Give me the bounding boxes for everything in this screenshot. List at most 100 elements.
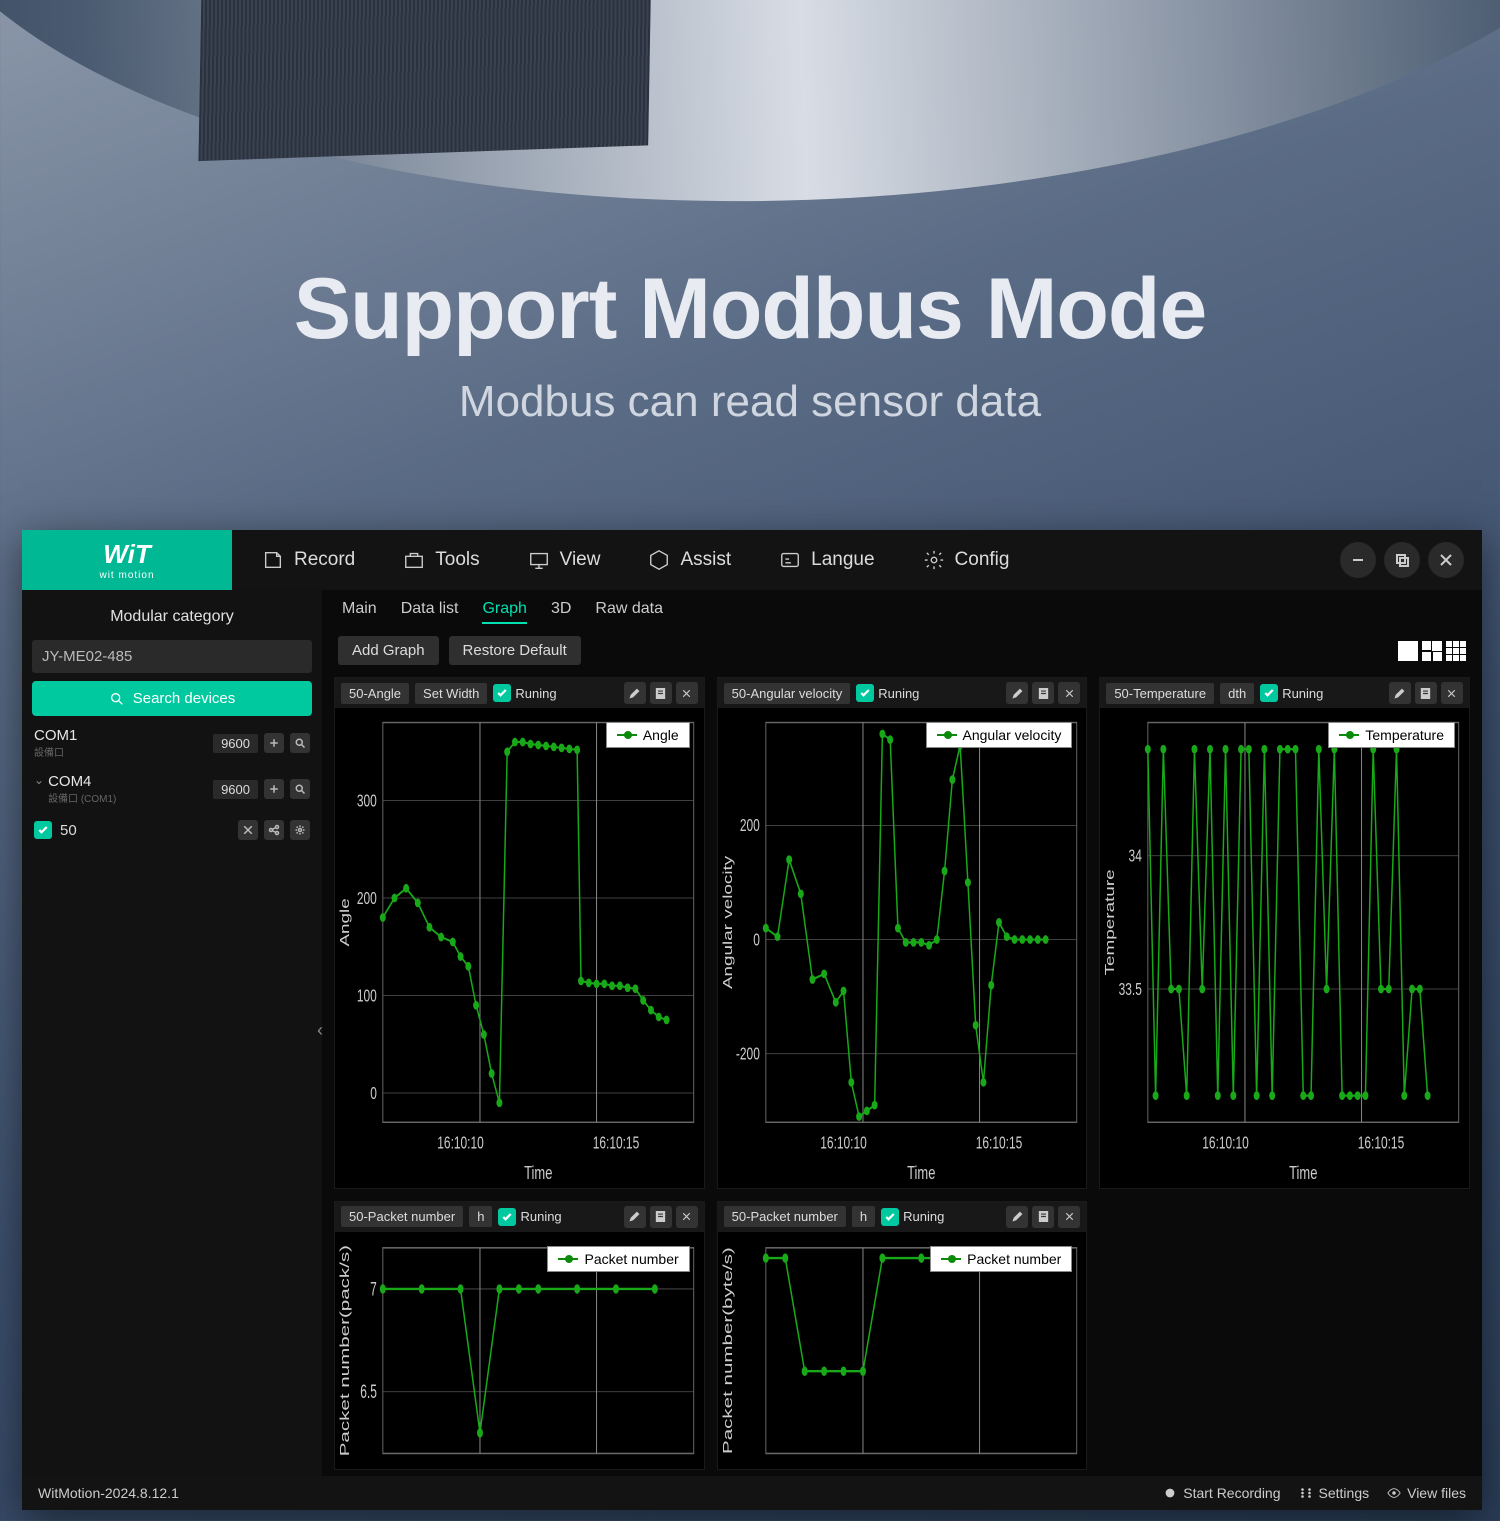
view-single[interactable]: [1398, 641, 1418, 661]
tab-3d[interactable]: 3D: [551, 600, 571, 624]
graph-brush-icon[interactable]: [1389, 682, 1411, 704]
running-checkbox[interactable]: Runing: [493, 684, 556, 702]
close-button[interactable]: [1428, 542, 1464, 578]
menu-record[interactable]: Record: [262, 549, 355, 571]
main-area: Main Data list Graph 3D Raw data Add Gra…: [322, 590, 1482, 1476]
graphs-grid: 50-Angle Set Width Runing 010020030016:1…: [322, 671, 1482, 1476]
running-checkbox[interactable]: Runing: [881, 1208, 944, 1226]
com4-row[interactable]: ⌄ COM4 設備口 (COM1) 9600: [32, 770, 312, 808]
restore-default-button[interactable]: Restore Default: [449, 636, 581, 665]
legend: Packet number: [547, 1246, 689, 1272]
svg-text:16:10:10: 16:10:10: [1203, 1133, 1249, 1153]
legend: Temperature: [1328, 722, 1455, 748]
running-checkbox[interactable]: Runing: [498, 1208, 561, 1226]
tab-datalist[interactable]: Data list: [401, 600, 459, 624]
graph-note-icon[interactable]: [650, 1206, 672, 1228]
tab-main[interactable]: Main: [342, 600, 377, 624]
graph-card: 50-Packet number h Runing Packet number(…: [717, 1201, 1088, 1470]
search-devices-button[interactable]: Search devices: [32, 681, 312, 716]
svg-text:7: 7: [370, 1279, 377, 1299]
graph-note-icon[interactable]: [650, 682, 672, 704]
plot-area[interactable]: 010020030016:10:1016:10:15TimeAngle Angl…: [335, 708, 704, 1188]
com4-search-button[interactable]: [290, 779, 310, 799]
graph-title: 50-Temperature: [1106, 683, 1214, 704]
graph-note-icon[interactable]: [1032, 682, 1054, 704]
graph-header: 50-Temperature dth Runing: [1100, 678, 1469, 708]
com4-add-button[interactable]: [264, 779, 284, 799]
node-share-icon[interactable]: [264, 820, 284, 840]
search-icon: [109, 691, 125, 707]
tab-rawdata[interactable]: Raw data: [595, 600, 663, 624]
graph-close-icon[interactable]: [1058, 682, 1080, 704]
node-50-row[interactable]: 50: [32, 816, 312, 844]
svg-text:16:10:15: 16:10:15: [1358, 1133, 1405, 1153]
graph-card: 50-Angular velocity Runing -200020016:10…: [717, 677, 1088, 1189]
svg-text:33.5: 33.5: [1119, 980, 1142, 1000]
menu-tools[interactable]: Tools: [403, 549, 479, 571]
com1-baud[interactable]: 9600: [213, 734, 258, 753]
node-close-icon[interactable]: [238, 820, 258, 840]
graph-brush-icon[interactable]: [1006, 1206, 1028, 1228]
graph-note-icon[interactable]: [1415, 682, 1437, 704]
com1-row[interactable]: COM1 設備口 9600: [32, 724, 312, 762]
plot-area[interactable]: -200020016:10:1016:10:15TimeAngular velo…: [718, 708, 1087, 1188]
menu-langue[interactable]: Langue: [779, 549, 874, 571]
graph-close-icon[interactable]: [1441, 682, 1463, 704]
menu-config[interactable]: Config: [923, 549, 1010, 571]
statusbar: WitMotion-2024.8.12.1 Start Recording Se…: [22, 1476, 1482, 1510]
view-quad[interactable]: [1422, 641, 1442, 661]
svg-text:0: 0: [753, 930, 760, 950]
graph-close-icon[interactable]: [676, 682, 698, 704]
svg-text:100: 100: [357, 986, 377, 1006]
expand-icon[interactable]: ⌄: [34, 773, 44, 787]
maximize-button[interactable]: [1384, 542, 1420, 578]
set-width-button[interactable]: Set Width: [415, 683, 487, 704]
svg-text:300: 300: [357, 791, 377, 811]
graph-close-icon[interactable]: [1058, 1206, 1080, 1228]
graph-toolbar: Add Graph Restore Default: [322, 630, 1482, 671]
version-label: WitMotion-2024.8.12.1: [38, 1485, 179, 1501]
svg-text:16:10:15: 16:10:15: [593, 1133, 639, 1153]
graph-close-icon[interactable]: [676, 1206, 698, 1228]
main-menu: Record Tools View Assist Langue Config: [232, 549, 1340, 571]
tabs: Main Data list Graph 3D Raw data: [322, 590, 1482, 630]
graph-brush-icon[interactable]: [1006, 682, 1028, 704]
plot-area[interactable]: Packet number(byte/s) Packet number: [718, 1232, 1087, 1469]
hero-title: Support Modbus Mode: [0, 260, 1500, 359]
view-files-button[interactable]: View files: [1387, 1485, 1466, 1501]
node-gear-icon[interactable]: [290, 820, 310, 840]
legend: Angle: [606, 722, 690, 748]
menu-view[interactable]: View: [528, 549, 601, 571]
svg-text:200: 200: [357, 889, 377, 909]
svg-text:16:10:10: 16:10:10: [437, 1133, 483, 1153]
add-graph-button[interactable]: Add Graph: [338, 636, 439, 665]
app-window: WiT wit motion Record Tools View Assist …: [22, 530, 1482, 1510]
svg-text:Time: Time: [524, 1163, 552, 1184]
start-recording-button[interactable]: Start Recording: [1163, 1485, 1280, 1501]
menu-assist[interactable]: Assist: [648, 549, 731, 571]
plot-area[interactable]: 33.53416:10:1016:10:15TimeTemperature Te…: [1100, 708, 1469, 1188]
device-select[interactable]: JY-ME02-485: [32, 640, 312, 673]
svg-text:Angular velocity: Angular velocity: [720, 855, 734, 989]
graph-brush-icon[interactable]: [624, 682, 646, 704]
graph-header: 50-Packet number h Runing: [718, 1202, 1087, 1232]
settings-button[interactable]: Settings: [1299, 1485, 1370, 1501]
com1-add-button[interactable]: [264, 733, 284, 753]
svg-text:-200: -200: [736, 1044, 760, 1064]
graph-brush-icon[interactable]: [624, 1206, 646, 1228]
svg-text:200: 200: [740, 816, 760, 836]
tab-graph[interactable]: Graph: [482, 600, 526, 624]
graph-note-icon[interactable]: [1032, 1206, 1054, 1228]
logo: WiT wit motion: [22, 530, 232, 590]
sidebar-collapse[interactable]: ‹: [317, 1020, 323, 1041]
com4-baud[interactable]: 9600: [213, 780, 258, 799]
graph-card: 50-Temperature dth Runing 33.53416:10:10…: [1099, 677, 1470, 1189]
minimize-button[interactable]: [1340, 542, 1376, 578]
svg-text:Time: Time: [907, 1163, 935, 1184]
com1-search-button[interactable]: [290, 733, 310, 753]
node-50-checkbox[interactable]: [34, 821, 52, 839]
running-checkbox[interactable]: Runing: [856, 684, 919, 702]
view-nine[interactable]: [1446, 641, 1466, 661]
plot-area[interactable]: 6.57Packet number(pack/s) Packet number: [335, 1232, 704, 1469]
running-checkbox[interactable]: Runing: [1260, 684, 1323, 702]
